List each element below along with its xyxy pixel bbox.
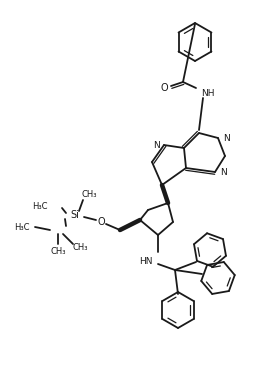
Text: HN: HN — [140, 256, 153, 266]
Text: CH₃: CH₃ — [72, 243, 88, 252]
Text: NH: NH — [201, 88, 215, 98]
Text: O: O — [97, 217, 105, 227]
Text: CH₃: CH₃ — [50, 248, 66, 256]
Text: N: N — [223, 134, 229, 142]
Text: Si: Si — [70, 210, 79, 220]
Text: CH₃: CH₃ — [81, 189, 97, 198]
Text: H₃C: H₃C — [14, 222, 30, 232]
Text: H₃C: H₃C — [33, 202, 48, 211]
Text: N: N — [220, 168, 226, 176]
Text: N: N — [153, 141, 159, 149]
Text: O: O — [160, 83, 168, 93]
